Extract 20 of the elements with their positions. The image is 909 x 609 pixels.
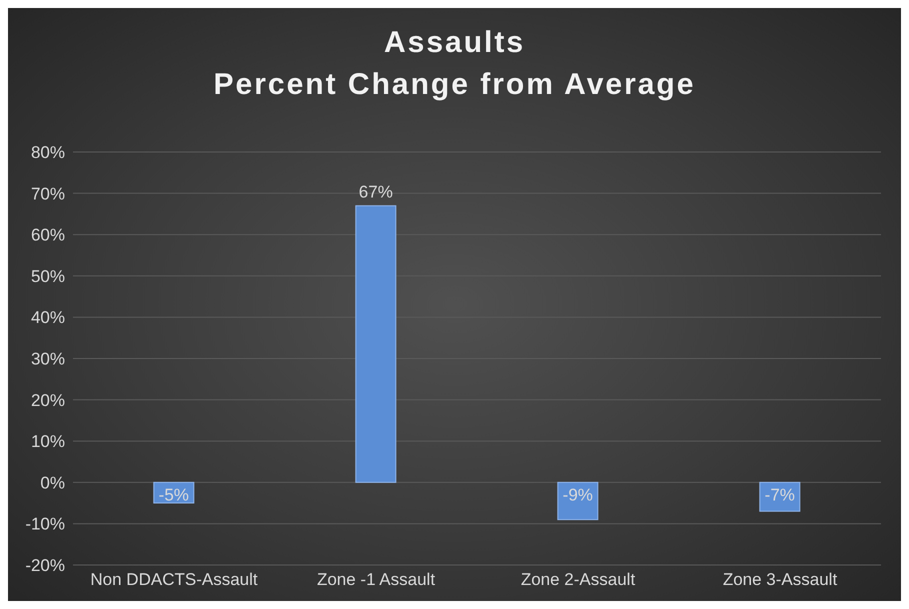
x-tick-label: Zone 3-Assault [722, 570, 838, 590]
y-tick-label: 0% [40, 473, 65, 492]
y-tick-label: 40% [30, 308, 65, 328]
x-tick-label: Non DDACTS-Assault [90, 570, 258, 590]
chart-title: Assaults Percent Change from Average [212, 25, 696, 103]
x-tick-label: Zone 2-Assault [520, 570, 636, 590]
y-tick-label: 30% [30, 350, 65, 369]
data-label: -5% [158, 485, 189, 504]
y-tick-label: 80% [30, 143, 65, 162]
y-tick-label: -10% [25, 514, 65, 534]
y-tick-label: 20% [30, 390, 65, 410]
data-label: -9% [562, 485, 593, 504]
y-tick-label: 70% [30, 184, 65, 204]
y-tick-label: 10% [30, 432, 65, 452]
y-tick-label: 60% [30, 226, 65, 245]
data-label: 67% [358, 182, 393, 202]
y-tick-label: -20% [25, 556, 65, 576]
x-tick-label: Zone -1 Assault [316, 570, 436, 590]
data-label: -7% [764, 485, 795, 504]
y-tick-label: 50% [30, 266, 65, 286]
